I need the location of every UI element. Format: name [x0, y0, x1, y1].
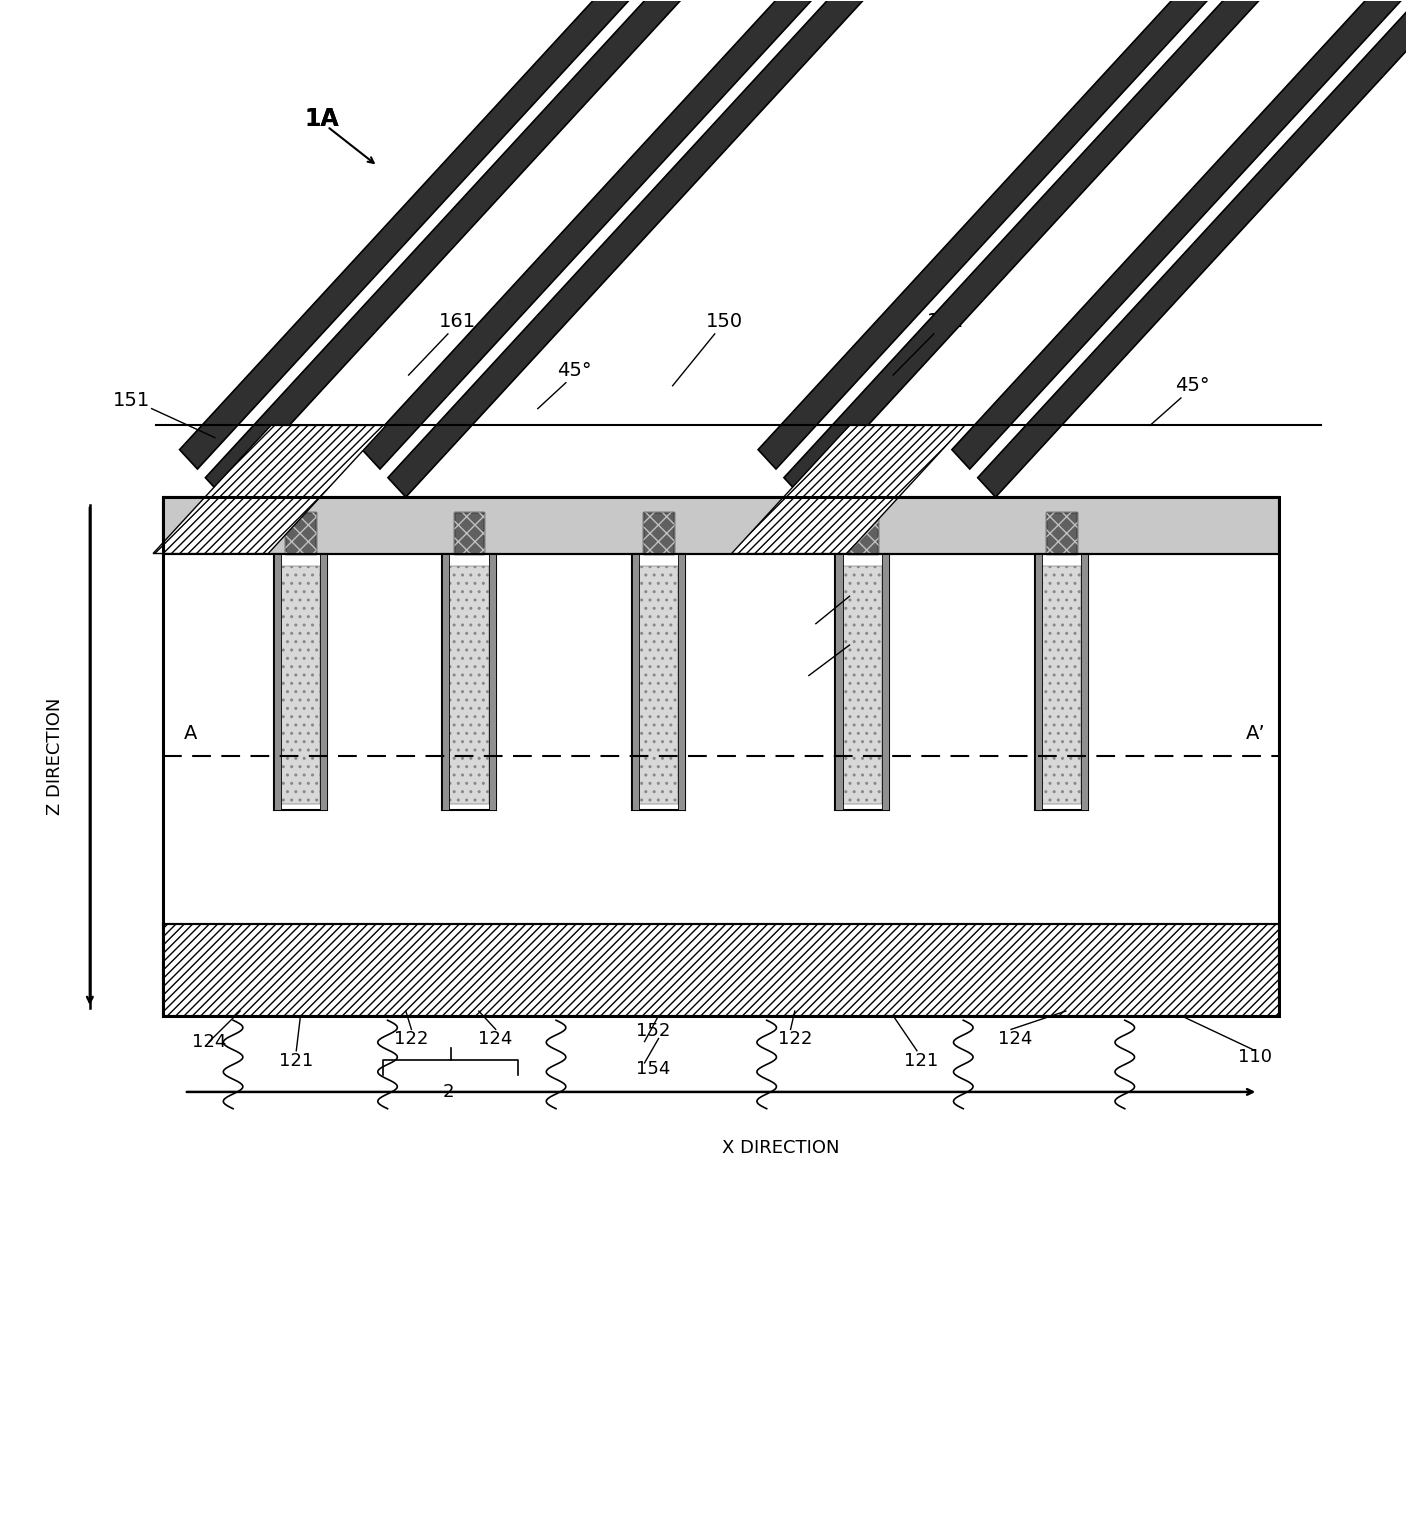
Polygon shape — [732, 425, 965, 553]
Text: 122: 122 — [394, 1030, 429, 1048]
Text: 1A: 1A — [304, 107, 339, 131]
Text: 150: 150 — [706, 312, 743, 332]
Bar — [639, 565, 678, 804]
Text: Z DIRECTION: Z DIRECTION — [46, 698, 63, 814]
Text: 156: 156 — [840, 625, 877, 643]
Text: A’: A’ — [1245, 724, 1265, 743]
Bar — [1043, 565, 1081, 804]
Text: 45°: 45° — [557, 361, 591, 380]
Text: 110: 110 — [1238, 1048, 1272, 1067]
Polygon shape — [953, 0, 1407, 469]
Bar — [882, 553, 889, 810]
Polygon shape — [153, 425, 386, 553]
Text: 1A: 1A — [304, 107, 339, 131]
Polygon shape — [362, 0, 926, 469]
Bar — [163, 497, 1279, 553]
Bar — [281, 565, 321, 804]
Bar — [442, 553, 449, 810]
Bar — [286, 512, 317, 553]
Bar — [1043, 565, 1081, 804]
Bar — [274, 553, 328, 810]
Bar — [274, 553, 281, 810]
Bar — [281, 565, 321, 804]
Bar — [453, 512, 484, 553]
Text: 151: 151 — [114, 391, 151, 411]
Text: A: A — [184, 724, 197, 743]
Text: 152: 152 — [636, 1022, 670, 1041]
Bar — [163, 497, 1279, 1016]
Text: 158: 158 — [840, 575, 877, 593]
Bar — [1036, 553, 1043, 810]
Bar — [1047, 512, 1076, 553]
Polygon shape — [205, 0, 770, 497]
Text: 121: 121 — [279, 1053, 314, 1071]
Text: 124: 124 — [478, 1030, 514, 1048]
Bar — [442, 553, 495, 810]
Bar — [453, 512, 484, 553]
Bar — [836, 553, 889, 810]
Bar — [1081, 553, 1088, 810]
Bar — [488, 553, 495, 810]
Text: 121: 121 — [905, 1053, 938, 1071]
Bar — [449, 565, 488, 804]
Bar — [843, 565, 882, 804]
Bar — [321, 553, 328, 810]
Polygon shape — [758, 0, 1323, 469]
Text: 154: 154 — [636, 1060, 670, 1079]
Bar — [843, 565, 882, 804]
Text: 161: 161 — [926, 312, 964, 332]
Bar — [1047, 512, 1076, 553]
Bar — [678, 553, 685, 810]
Text: 124: 124 — [998, 1030, 1033, 1048]
Bar — [643, 512, 674, 553]
Text: X DIRECTION: X DIRECTION — [722, 1140, 840, 1157]
Bar — [643, 512, 674, 553]
Text: 2: 2 — [442, 1083, 453, 1100]
Bar — [847, 512, 878, 553]
Bar — [1036, 553, 1088, 810]
Text: 161: 161 — [439, 312, 477, 332]
Bar — [286, 512, 317, 553]
Text: 124: 124 — [191, 1033, 227, 1051]
Bar — [163, 924, 1279, 1016]
Text: 122: 122 — [778, 1030, 812, 1048]
Bar — [449, 565, 488, 804]
Text: 45°: 45° — [1175, 376, 1210, 396]
Bar — [632, 553, 685, 810]
Bar — [163, 553, 1279, 924]
Bar — [632, 553, 639, 810]
Polygon shape — [388, 0, 953, 497]
Bar — [639, 565, 678, 804]
Polygon shape — [180, 0, 743, 469]
Polygon shape — [978, 0, 1407, 497]
Polygon shape — [784, 0, 1348, 497]
Bar — [836, 553, 843, 810]
Bar — [847, 512, 878, 553]
